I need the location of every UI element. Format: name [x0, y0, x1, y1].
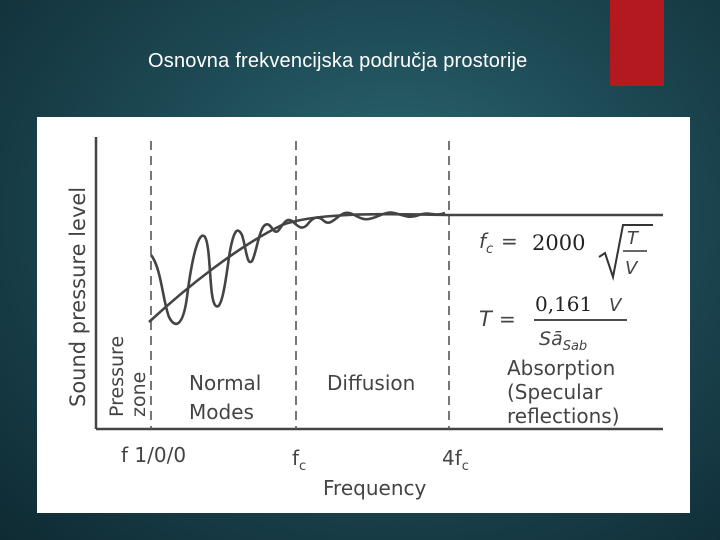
- room-frequency-diagram: Sound pressure level Pressure zone Norma…: [37, 117, 690, 513]
- response-curve: [149, 211, 446, 326]
- normal-modes-label-line2: Modes: [189, 400, 254, 424]
- formula-fc-radical: [598, 224, 653, 281]
- formula-t-numerator-const: 0,161: [535, 292, 592, 316]
- y-axis-label: Sound pressure level: [66, 187, 90, 407]
- pressure-zone-label-line2: zone: [128, 372, 150, 417]
- formula-t-equals: =: [499, 307, 516, 331]
- slide-title: Osnovna frekvencijska područja prostorij…: [148, 50, 528, 72]
- absorption-label-line2: (Specular: [507, 380, 603, 404]
- absorption-label-line3: reflections): [507, 404, 620, 428]
- tick-f100: f 1/0/0: [121, 443, 186, 467]
- formula-fc-constant: 2000: [532, 231, 585, 255]
- accent-block: [610, 0, 664, 86]
- tick-4fc: 4fc: [442, 446, 469, 474]
- formula-t-lhs: T: [479, 307, 494, 331]
- formula-fc-numerator: T: [627, 228, 640, 249]
- formula-fc-equals: =: [501, 229, 518, 253]
- pressure-zone-label-line1: Pressure: [106, 336, 128, 417]
- formula-t-denominator: SāSab: [539, 328, 587, 354]
- formula-fc-denominator: V: [625, 258, 639, 279]
- absorption-label-line1: Absorption: [507, 356, 615, 380]
- diagram-svg: Sound pressure level Pressure zone Norma…: [66, 137, 663, 500]
- normal-modes-label-line1: Normal: [189, 371, 261, 395]
- diffusion-label: Diffusion: [327, 371, 415, 395]
- formula-t-numerator-var: V: [609, 295, 623, 316]
- x-axis-label: Frequency: [323, 476, 426, 500]
- tick-fc: fc: [292, 446, 306, 474]
- formula-fc-lhs: fc: [479, 229, 493, 257]
